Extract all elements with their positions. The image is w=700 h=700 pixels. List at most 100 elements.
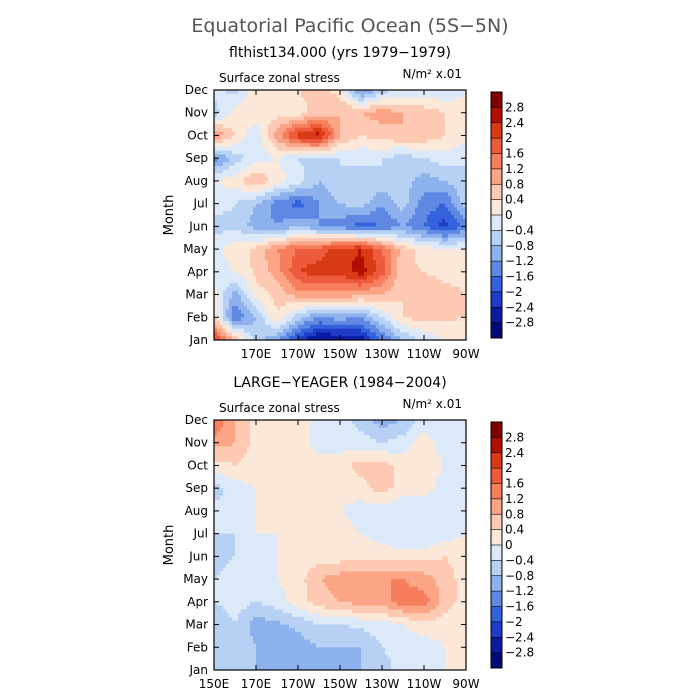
heatmap-cell bbox=[439, 294, 443, 299]
heatmap-cell bbox=[421, 97, 425, 102]
heatmap-cell bbox=[313, 173, 317, 178]
heatmap-cell bbox=[325, 131, 329, 136]
heatmap-cell bbox=[406, 249, 410, 254]
heatmap-cell bbox=[241, 135, 245, 140]
heatmap-cell bbox=[319, 241, 323, 246]
heatmap-cell bbox=[292, 108, 296, 114]
heatmap-cell bbox=[346, 203, 350, 208]
heatmap-cell bbox=[223, 180, 227, 186]
heatmap-cell bbox=[274, 124, 278, 129]
heatmap-cell bbox=[427, 215, 431, 220]
heatmap-cell bbox=[439, 309, 443, 314]
heatmap-cell bbox=[235, 233, 239, 239]
heatmap-cell bbox=[388, 222, 392, 227]
heatmap-cell bbox=[283, 211, 287, 216]
heatmap-cell bbox=[385, 154, 389, 159]
heatmap-cell bbox=[364, 237, 368, 242]
heatmap-cell bbox=[370, 302, 374, 307]
heatmap-cell bbox=[304, 131, 308, 136]
heatmap-cell bbox=[226, 241, 230, 246]
heatmap-cell bbox=[238, 252, 242, 258]
heatmap-cell bbox=[310, 215, 314, 220]
heatmap-cell bbox=[289, 173, 293, 178]
heatmap-cell bbox=[265, 139, 269, 144]
heatmap-cell bbox=[433, 245, 437, 250]
heatmap-cell bbox=[259, 161, 263, 167]
heatmap-cell bbox=[334, 252, 338, 258]
heatmap-cell bbox=[457, 302, 461, 307]
heatmap-cell bbox=[379, 264, 383, 269]
heatmap-cell bbox=[214, 150, 218, 155]
heatmap-cell bbox=[412, 173, 416, 178]
heatmap-cell bbox=[298, 290, 302, 295]
heatmap-cell bbox=[382, 294, 386, 299]
heatmap-cell bbox=[457, 108, 461, 114]
heatmap-cell bbox=[292, 97, 296, 102]
heatmap-cell bbox=[319, 90, 323, 95]
heatmap-cell bbox=[445, 271, 449, 277]
heatmap-cell bbox=[361, 290, 365, 295]
heatmap-cell bbox=[385, 290, 389, 295]
heatmap-cell bbox=[436, 192, 440, 197]
heatmap-cell bbox=[220, 279, 224, 284]
heatmap-cell bbox=[214, 279, 218, 284]
heatmap-cell bbox=[409, 215, 413, 220]
heatmap-cell bbox=[238, 131, 242, 136]
heatmap-cell bbox=[415, 169, 419, 174]
heatmap-cell bbox=[385, 249, 389, 254]
heatmap-cell bbox=[274, 222, 278, 227]
heatmap-cell bbox=[385, 93, 389, 98]
heatmap-cell bbox=[322, 298, 326, 303]
heatmap-cell bbox=[229, 173, 233, 178]
heatmap-cell bbox=[355, 203, 359, 208]
heatmap-cell bbox=[457, 218, 461, 223]
heatmap-cell bbox=[241, 105, 245, 110]
heatmap-cell bbox=[244, 245, 248, 250]
heatmap-cell bbox=[229, 101, 233, 106]
heatmap-cell bbox=[316, 124, 320, 129]
heatmap-cell bbox=[376, 271, 380, 277]
heatmap-cell bbox=[286, 93, 290, 98]
heatmap-cell bbox=[220, 313, 224, 318]
heatmap-cell bbox=[445, 286, 449, 292]
heatmap-cell bbox=[262, 112, 266, 117]
heatmap-cell bbox=[352, 124, 356, 129]
heatmap-cell bbox=[241, 177, 245, 182]
heatmap-cell bbox=[355, 226, 359, 231]
heatmap-cell bbox=[319, 192, 323, 197]
heatmap-cell bbox=[235, 305, 239, 311]
heatmap-cell bbox=[352, 192, 356, 197]
heatmap-cell bbox=[220, 302, 224, 307]
heatmap-cell bbox=[277, 177, 281, 182]
heatmap-cell bbox=[391, 279, 395, 284]
heatmap-cell bbox=[238, 93, 242, 98]
heatmap-cell bbox=[334, 264, 338, 269]
heatmap-cell bbox=[397, 112, 401, 117]
heatmap-cell bbox=[457, 154, 461, 159]
heatmap-cell bbox=[229, 286, 233, 292]
heatmap-cell bbox=[265, 161, 269, 167]
heatmap-cell bbox=[358, 188, 362, 193]
heatmap-cell bbox=[262, 260, 266, 265]
heatmap-cell bbox=[235, 279, 239, 284]
heatmap-cell bbox=[436, 135, 440, 140]
heatmap-cell bbox=[280, 256, 284, 261]
heatmap-cell bbox=[301, 127, 305, 133]
heatmap-cell bbox=[397, 192, 401, 197]
heatmap-cell bbox=[364, 199, 368, 205]
heatmap-cell bbox=[364, 283, 368, 288]
heatmap-cell bbox=[223, 169, 227, 174]
heatmap-cell bbox=[391, 150, 395, 155]
heatmap-cell bbox=[298, 199, 302, 205]
heatmap-cell bbox=[271, 271, 275, 277]
heatmap-cell bbox=[463, 294, 467, 299]
heatmap-cell bbox=[319, 305, 323, 311]
heatmap-cell bbox=[235, 173, 239, 178]
heatmap-cell bbox=[424, 215, 428, 220]
heatmap-cell bbox=[376, 143, 380, 148]
heatmap-cell bbox=[424, 112, 428, 117]
heatmap-cell bbox=[370, 245, 374, 250]
heatmap-cell bbox=[340, 302, 344, 307]
heatmap-cell bbox=[367, 97, 371, 102]
heatmap-cell bbox=[343, 256, 347, 261]
